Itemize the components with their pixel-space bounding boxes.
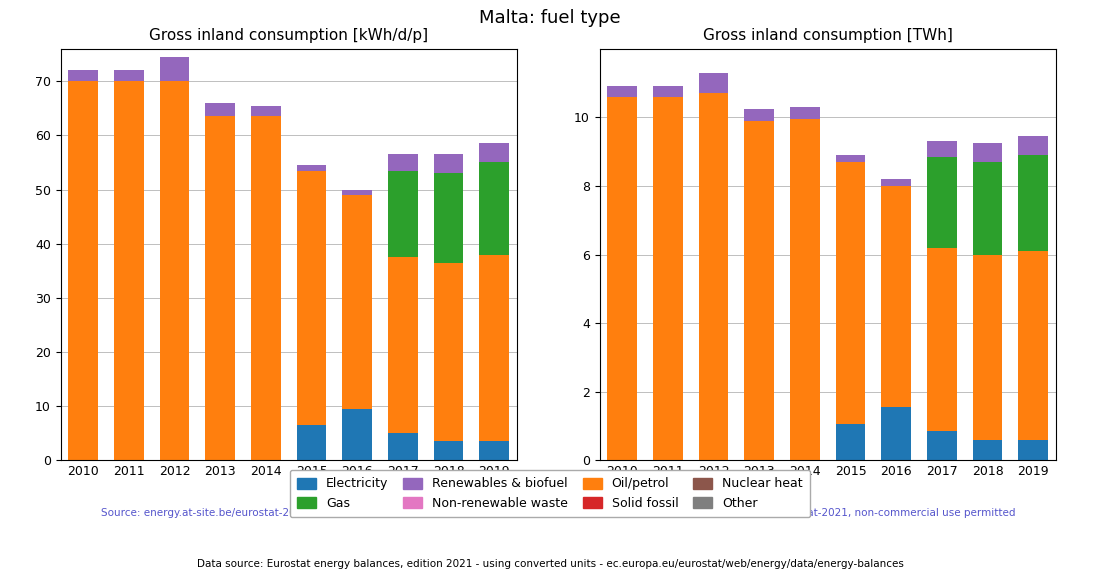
Bar	[972, 143, 1002, 162]
Bar	[433, 442, 463, 460]
Bar	[433, 263, 463, 442]
Bar	[68, 70, 98, 81]
Bar	[433, 154, 463, 173]
Text: Source: energy.at-site.be/eurostat-2021, non-commercial use permitted: Source: energy.at-site.be/eurostat-2021,…	[640, 508, 1015, 518]
Bar	[972, 440, 1002, 460]
Bar	[836, 155, 866, 162]
Bar	[881, 186, 911, 407]
Title: Gross inland consumption [kWh/d/p]: Gross inland consumption [kWh/d/p]	[150, 28, 428, 43]
Bar	[433, 173, 463, 263]
Bar	[206, 103, 235, 116]
Text: Source: energy.at-site.be/eurostat-2021, non-commercial use permitted: Source: energy.at-site.be/eurostat-2021,…	[101, 508, 476, 518]
Bar	[388, 257, 418, 434]
Bar	[160, 81, 189, 460]
Text: Data source: Eurostat energy balances, edition 2021 - using converted units - ec: Data source: Eurostat energy balances, e…	[197, 559, 903, 569]
Bar	[927, 141, 957, 157]
Bar	[745, 109, 774, 121]
Legend: Electricity, Gas, Renewables & biofuel, Non-renewable waste, Oil/petrol, Solid f: Electricity, Gas, Renewables & biofuel, …	[289, 470, 811, 517]
Bar	[160, 57, 189, 81]
Title: Gross inland consumption [TWh]: Gross inland consumption [TWh]	[703, 28, 953, 43]
Bar	[653, 97, 683, 460]
Bar	[1019, 155, 1048, 251]
Bar	[297, 425, 327, 460]
Bar	[745, 121, 774, 460]
Bar	[698, 73, 728, 93]
Bar	[68, 81, 98, 460]
Bar	[480, 255, 509, 442]
Bar	[790, 119, 820, 460]
Bar	[1019, 251, 1048, 440]
Bar	[114, 70, 144, 81]
Bar	[388, 434, 418, 460]
Bar	[297, 170, 327, 425]
Bar	[1019, 136, 1048, 155]
Bar	[342, 189, 372, 195]
Bar	[972, 162, 1002, 255]
Bar	[607, 97, 637, 460]
Bar	[480, 144, 509, 162]
Bar	[206, 116, 235, 460]
Bar	[297, 165, 327, 170]
Bar	[342, 195, 372, 409]
Bar	[836, 162, 866, 424]
Bar	[1019, 440, 1048, 460]
Bar	[927, 431, 957, 460]
Bar	[342, 409, 372, 460]
Bar	[251, 105, 280, 116]
Bar	[836, 424, 866, 460]
Bar	[480, 442, 509, 460]
Bar	[114, 81, 144, 460]
Bar	[698, 93, 728, 460]
Bar	[388, 170, 418, 257]
Bar	[881, 179, 911, 186]
Bar	[251, 116, 280, 460]
Bar	[881, 407, 911, 460]
Bar	[388, 154, 418, 170]
Bar	[607, 86, 637, 97]
Bar	[927, 157, 957, 248]
Bar	[927, 248, 957, 431]
Bar	[972, 255, 1002, 440]
Bar	[790, 107, 820, 119]
Text: Malta: fuel type: Malta: fuel type	[480, 9, 620, 26]
Bar	[480, 162, 509, 255]
Bar	[653, 86, 683, 97]
